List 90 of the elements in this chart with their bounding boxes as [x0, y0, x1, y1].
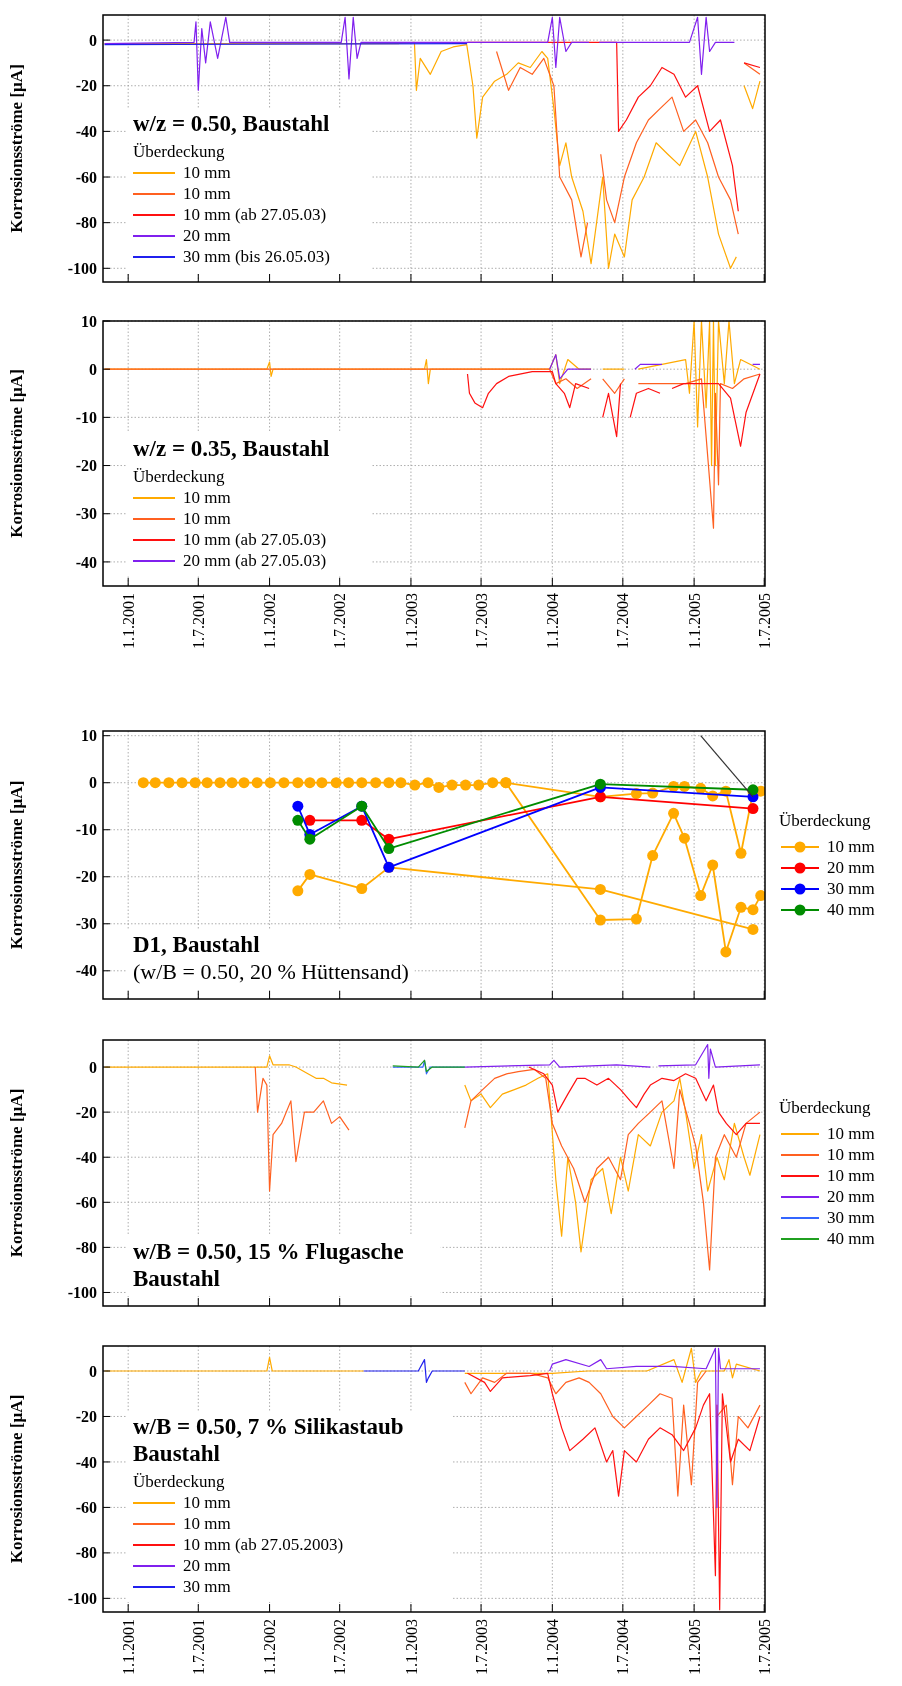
y-tick-label: -60: [75, 1193, 97, 1211]
y-axis-title: Korrosionsströme [µA]: [7, 369, 26, 538]
y-tick-label: -100: [67, 1284, 97, 1302]
legend-label: 10 mm: [183, 1493, 231, 1512]
x-tick-label: 1.1.2002: [261, 593, 279, 649]
y-axis-title: Korrosionsströme [µA]: [7, 1088, 26, 1258]
x-tick-label: 1.7.2002: [331, 593, 349, 649]
x-tick-label: 1.7.2005: [755, 1619, 773, 1675]
y-tick-label: -10: [75, 408, 97, 426]
y-tick-label: -20: [75, 1408, 97, 1426]
legend-title: Überdeckung: [779, 1098, 872, 1117]
legend-label: 10 mm: [827, 1124, 875, 1143]
y-tick-label: -20: [75, 457, 97, 475]
x-tick-label: 1.1.2004: [543, 1619, 561, 1675]
x-tick-label: 1.1.2005: [685, 593, 703, 649]
x-tick-label: 1.1.2003: [402, 593, 420, 649]
x-tick-label: 1.7.2004: [614, 1619, 632, 1675]
legend-label: 10 mm: [183, 163, 231, 182]
legend-label: 10 mm: [827, 1166, 875, 1185]
y-tick-label: -20: [75, 868, 97, 886]
y-tick-label: 0: [89, 774, 97, 792]
legend-title: Überdeckung: [133, 467, 226, 486]
x-tick-label: 1.7.2003: [472, 1619, 490, 1675]
y-tick-label: -60: [75, 168, 97, 186]
legend-label: 10 mm: [827, 1145, 875, 1164]
y-tick-label: -30: [75, 915, 97, 933]
y-tick-label: 0: [89, 1362, 97, 1380]
x-tick-label: 1.1.2004: [543, 593, 561, 649]
legend-label: 10 mm: [183, 184, 231, 203]
legend-label: 10 mm (ab 27.05.2003): [183, 1535, 344, 1554]
legend-title: Überdeckung: [133, 142, 226, 161]
legend-label: 30 mm: [827, 1208, 875, 1227]
text: w/z = 0.50, Baustahl: [133, 111, 330, 136]
y-tick-label: -80: [75, 1238, 97, 1256]
legend-label: 10 mm: [183, 488, 231, 507]
y-tick-label: -40: [75, 1453, 97, 1471]
legend-label: 30 mm: [827, 879, 875, 898]
y-tick-label: -40: [75, 1148, 97, 1166]
legend-title: Überdeckung: [779, 811, 872, 830]
x-tick-label: 1.1.2003: [402, 1619, 420, 1675]
y-tick-label: -40: [75, 553, 97, 571]
legend-label: 40 mm: [827, 900, 875, 919]
x-tick-label: 1.1.2002: [261, 1619, 279, 1675]
text: w/z = 0.35, Baustahl: [133, 436, 330, 461]
x-tick-label: 1.7.2005: [755, 593, 773, 649]
y-tick-label: -60: [75, 1499, 97, 1517]
x-tick-label: 1.7.2002: [331, 1619, 349, 1675]
x-tick-label: 1.1.2001: [119, 593, 137, 649]
legend-label: 10 mm (ab 27.05.03): [183, 205, 327, 224]
legend-label: 40 mm: [827, 1229, 875, 1248]
legend-label: 30 mm: [183, 1577, 231, 1596]
y-tick-label: -20: [75, 1103, 97, 1121]
y-tick-label: -40: [75, 962, 97, 980]
y-tick-label: -20: [75, 77, 97, 95]
x-tick-label: 1.7.2001: [189, 593, 207, 649]
legend-label: 20 mm: [183, 226, 231, 245]
legend-title: Überdeckung: [133, 1472, 226, 1491]
y-axis-title: Korrosionsströme [µA]: [7, 780, 26, 950]
y-tick-label: 10: [81, 727, 97, 745]
x-tick-label: 1.7.2003: [472, 593, 490, 649]
x-tick-label: 1.1.2005: [685, 1619, 703, 1675]
x-tick-label: 1.7.2004: [614, 593, 632, 649]
text: w/B = 0.50, 7 % Silikastaub Baustahl: [133, 1414, 404, 1466]
x-tick-label: 1.1.2001: [119, 1619, 137, 1675]
legend-label: 10 mm (ab 27.05.03): [183, 530, 327, 549]
y-tick-label: -100: [67, 1589, 97, 1607]
y-tick-label: -30: [75, 505, 97, 523]
legend-label: 10 mm: [183, 1514, 231, 1533]
y-tick-label: 10: [81, 312, 97, 330]
legend-label: 10 mm: [183, 509, 231, 528]
text: (w/B = 0.50, 20 % Hüttensand): [133, 959, 409, 984]
y-tick-label: -40: [75, 122, 97, 140]
y-tick-label: 0: [89, 1058, 97, 1076]
y-tick-label: -10: [75, 821, 97, 839]
legend-label: 20 mm: [183, 1556, 231, 1575]
legend-label: 20 mm: [827, 1187, 875, 1206]
y-tick-label: 0: [89, 31, 97, 49]
y-tick-label: -80: [75, 214, 97, 232]
y-tick-label: -100: [67, 259, 97, 277]
y-tick-label: -80: [75, 1544, 97, 1562]
y-tick-label: 0: [89, 360, 97, 378]
y-axis-title: Korrosionsströme [µA]: [7, 64, 26, 233]
y-axis-title: Korrosionsströme [µA]: [7, 1394, 26, 1564]
text: w/B = 0.50, 15 % Flugasche Baustahl: [133, 1239, 404, 1291]
legend-label: 20 mm (ab 27.05.03): [183, 551, 327, 570]
legend-label: 10 mm: [827, 837, 875, 856]
x-tick-label: 1.7.2001: [189, 1619, 207, 1675]
legend-label: 30 mm (bis 26.05.03): [183, 247, 330, 266]
legend-label: 20 mm: [827, 858, 875, 877]
text: D1, Baustahl: [133, 932, 260, 957]
